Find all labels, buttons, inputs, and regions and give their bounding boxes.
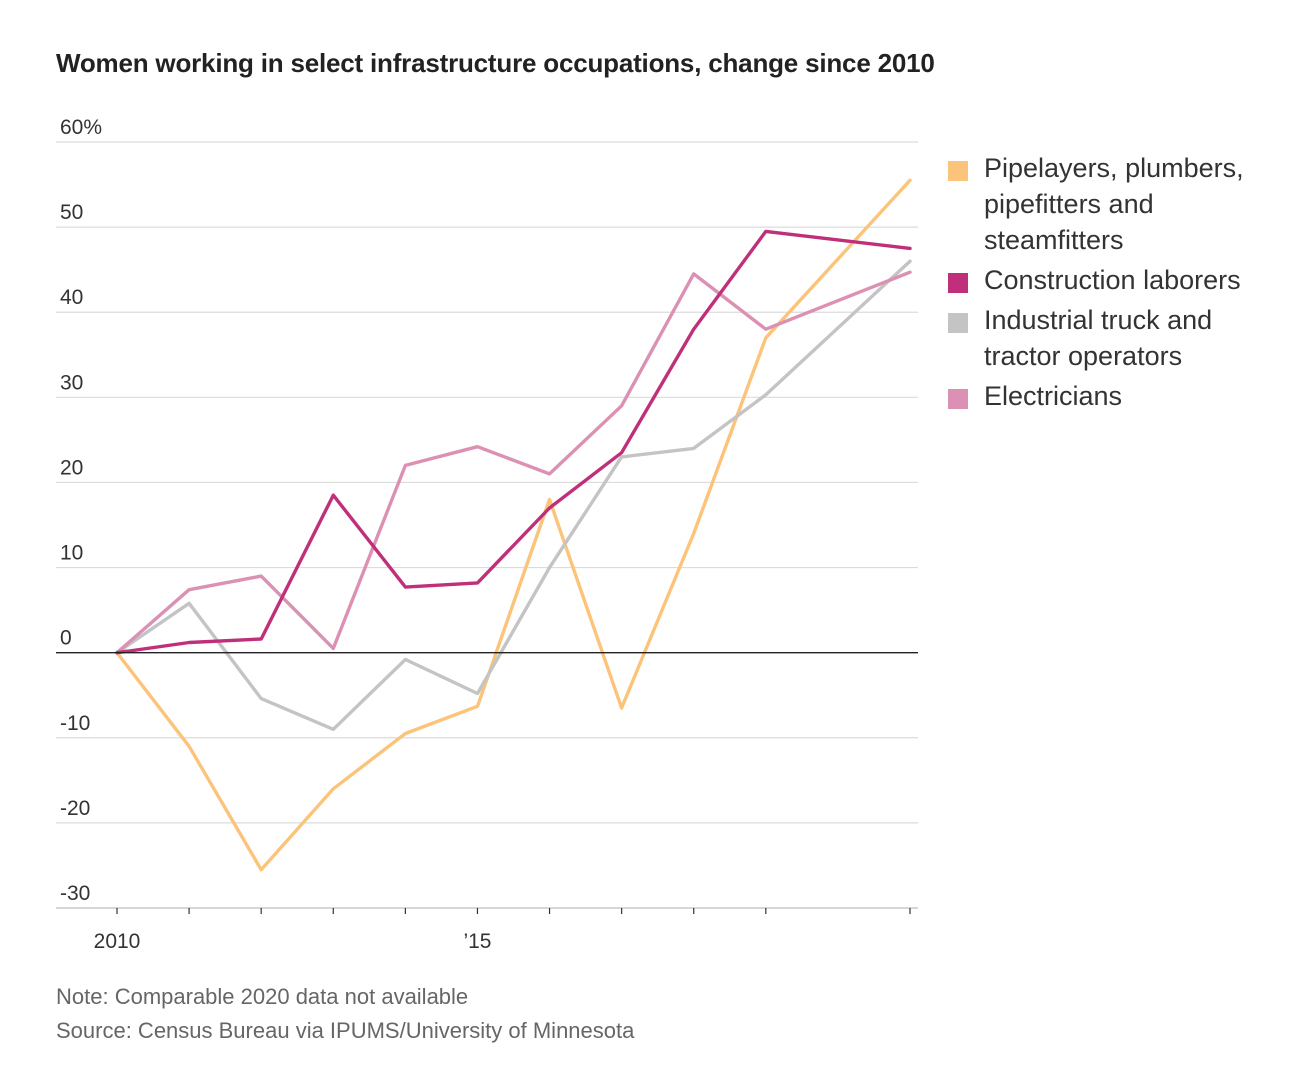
legend-item-pipelayers: Pipelayers, plumbers, pipefitters and st… xyxy=(948,150,1288,258)
y-tick-label: 40 xyxy=(60,286,83,309)
y-tick-label: -20 xyxy=(60,797,90,820)
y-tick-label: 20 xyxy=(60,456,83,479)
y-tick-label: -30 xyxy=(60,882,90,905)
y-tick-label: 60% xyxy=(60,116,102,139)
footnotes: Note: Comparable 2020 data not available… xyxy=(56,980,634,1048)
legend-swatch xyxy=(948,313,968,333)
legend-label: Electricians xyxy=(984,381,1123,411)
legend-swatch xyxy=(948,389,968,409)
legend-label: Pipelayers, plumbers, pipefitters and st… xyxy=(984,153,1244,255)
legend: Pipelayers, plumbers, pipefitters and st… xyxy=(948,150,1288,418)
legend-item-electricians: Electricians xyxy=(948,378,1288,414)
legend-label: Construction laborers xyxy=(984,265,1241,295)
series-line xyxy=(115,178,912,872)
gridlines xyxy=(56,141,918,824)
legend-item-construction-laborers: Construction laborers xyxy=(948,262,1288,298)
chart-title: Women working in select infrastructure o… xyxy=(56,48,935,78)
x-tick-label: 2010 xyxy=(94,930,141,953)
y-tick-label: 30 xyxy=(60,371,83,394)
legend-swatch xyxy=(948,161,968,181)
chart-note: Note: Comparable 2020 data not available xyxy=(56,984,469,1009)
legend-swatch xyxy=(948,273,968,293)
series-line xyxy=(115,270,912,655)
y-tick-label: -10 xyxy=(60,712,90,735)
chart-source: Source: Census Bureau via IPUMS/Universi… xyxy=(56,1018,635,1043)
legend-label: Industrial truck and tractor operators xyxy=(984,305,1213,371)
x-axis: 2010 ’15 xyxy=(56,907,918,953)
y-tick-label: 10 xyxy=(60,542,83,565)
x-tick-label: ’15 xyxy=(463,930,491,953)
series-line xyxy=(115,259,912,731)
y-tick-label: 0 xyxy=(60,627,72,650)
legend-item-industrial-truck: Industrial truck and tractor operators xyxy=(948,302,1288,374)
y-tick-label: 50 xyxy=(60,201,83,224)
y-axis-labels: 60% 50 40 30 20 10 0 -10 -20 -30 xyxy=(60,116,102,905)
series-lines xyxy=(56,178,918,872)
series-line xyxy=(115,229,912,655)
